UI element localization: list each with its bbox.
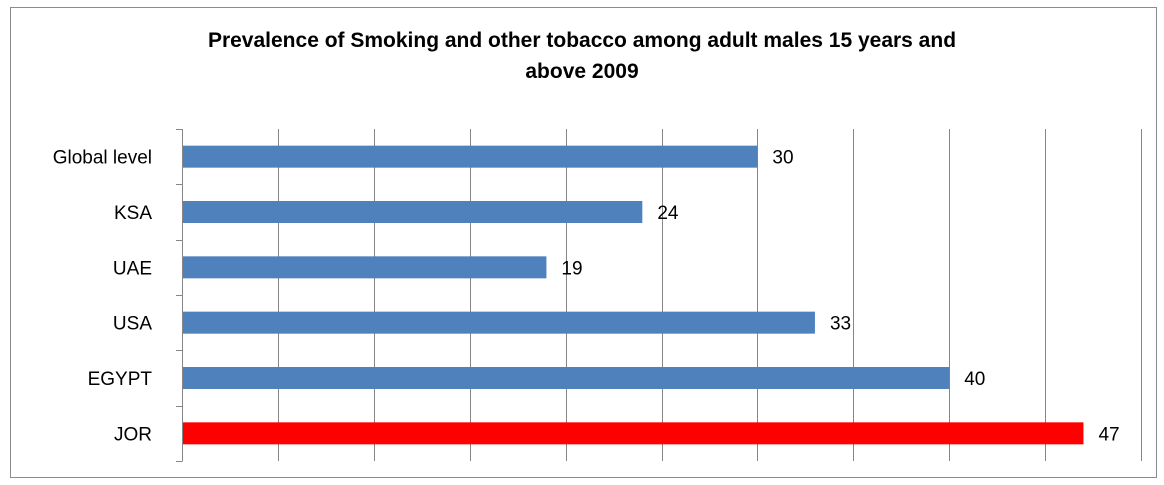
category-axis [176,129,183,462]
bar-usa [183,311,815,334]
category-tick-label: JOR [114,424,152,445]
category-tick-label: EGYPT [88,369,153,390]
chart-title-line-1: Prevalence of Smoking and other tobacco … [207,29,957,52]
chart-title-line-2: above 2009 [525,60,639,83]
category-tick-label: UAE [113,258,152,279]
chart-frame [10,7,1157,478]
data-label: 24 [657,203,679,224]
category-tick-label: USA [113,314,152,335]
data-label: 47 [1098,424,1119,445]
bar-ksa [183,201,643,223]
bar-global-level [183,145,758,168]
data-label: 40 [964,369,985,390]
chart-title: Prevalence of Smoking and other tobacco … [0,25,1164,87]
data-label: 33 [830,314,851,335]
bar-uae [183,256,547,279]
category-tick-label: Global level [53,148,152,169]
data-label: 30 [772,148,793,169]
data-label: 19 [561,258,582,279]
category-tick-label: KSA [114,203,152,224]
gridlines [278,129,1142,461]
bar-egypt [183,367,950,389]
labels: Global level 30 KSA 24 UAE 19 USA 33 EGYPT 40 JOR 4… [53,148,1120,446]
bars [183,145,1084,445]
bar-jor [183,422,1084,445]
